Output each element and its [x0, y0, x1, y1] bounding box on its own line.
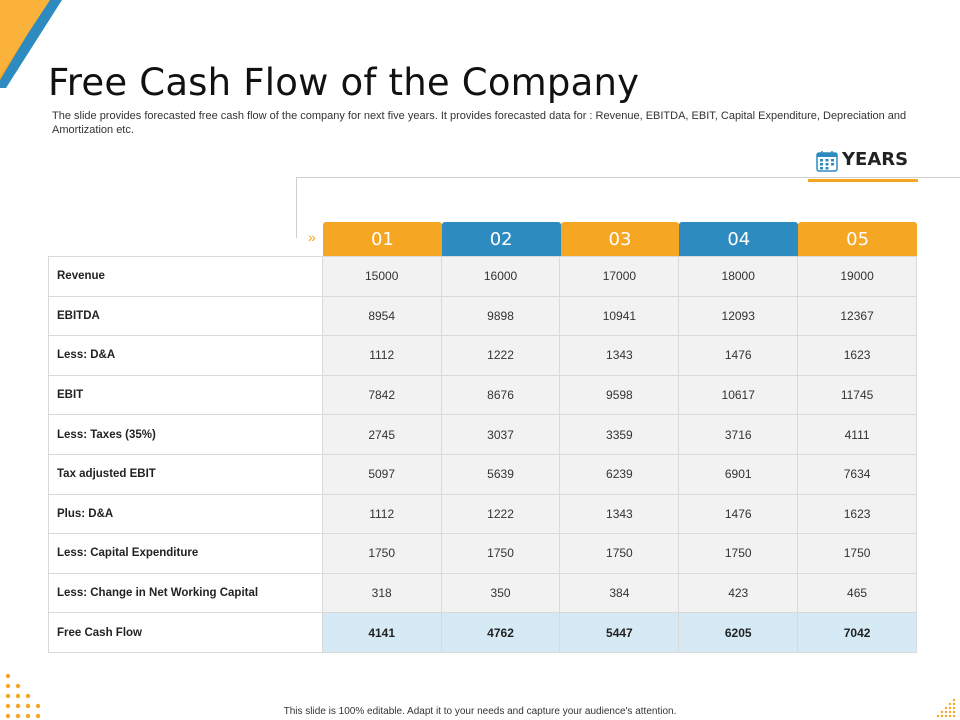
table-cell: 19000: [797, 256, 917, 297]
table-cell: 2745: [321, 414, 442, 455]
table-cell: 5639: [440, 453, 561, 495]
table-row-total: Free Cash Flow 4141 4762 5447 6205 7042: [48, 612, 917, 653]
table-cell: 17000: [559, 256, 680, 297]
table-cell: 1112: [321, 335, 442, 376]
table-cell: 423: [678, 572, 799, 614]
connector-line: [296, 177, 960, 238]
table-cell: 10617: [678, 374, 799, 416]
table-cell: 1476: [678, 493, 799, 535]
table-cell: 1750: [440, 533, 561, 574]
table-row: Less: D&A 1112 1222 1343 1476 1623: [48, 335, 917, 376]
table-row: Less: Capital Expenditure 1750 1750 1750…: [48, 533, 917, 574]
table-cell: 465: [797, 572, 917, 614]
year-header-02: 02: [441, 222, 561, 256]
dot-pattern-decoration: [5, 673, 41, 719]
table-cell: 6239: [559, 453, 680, 495]
table-cell: 1476: [678, 335, 799, 376]
table-cell: 1343: [559, 493, 680, 535]
table-cell: 350: [440, 572, 561, 614]
row-label: Less: D&A: [48, 335, 323, 376]
year-header-01: 01: [323, 222, 442, 256]
table-cell: 4762: [440, 612, 561, 653]
table-row: Tax adjusted EBIT 5097 5639 6239 6901 76…: [48, 453, 917, 495]
table-row: EBIT 7842 8676 9598 10617 11745: [48, 374, 917, 416]
dot-pattern-decoration: [936, 698, 956, 718]
table-cell: 3716: [678, 414, 799, 455]
table-row: Revenue 15000 16000 17000 18000 19000: [48, 256, 917, 297]
row-label: Tax adjusted EBIT: [48, 453, 323, 495]
page-subtitle: The slide provides forecasted free cash …: [52, 110, 907, 136]
corner-decoration: [0, 0, 62, 88]
table-cell: 10941: [559, 295, 680, 337]
table-cell: 3359: [559, 414, 680, 455]
table-cell: 1623: [797, 335, 917, 376]
table-row: Less: Taxes (35%) 2745 3037 3359 3716 41…: [48, 414, 917, 455]
free-cash-flow-table: Revenue 15000 16000 17000 18000 19000 EB…: [48, 256, 917, 653]
year-header-03: 03: [560, 222, 680, 256]
year-header-05: 05: [798, 222, 917, 256]
table-cell: 3037: [440, 414, 561, 455]
years-badge: YEARS: [808, 147, 918, 182]
table-cell: 7842: [321, 374, 442, 416]
table-cell: 6205: [678, 612, 799, 653]
row-label: Less: Change in Net Working Capital: [48, 572, 323, 614]
table-row: Less: Change in Net Working Capital 318 …: [48, 572, 917, 614]
year-header-04: 04: [679, 222, 799, 256]
table-cell: 7634: [797, 453, 917, 495]
table-cell: 12093: [678, 295, 799, 337]
table-cell: 1112: [321, 493, 442, 535]
page-title: Free Cash Flow of the Company: [48, 60, 640, 104]
row-label: Revenue: [48, 256, 323, 297]
row-label: Free Cash Flow: [48, 612, 323, 653]
year-header-row: 01 02 03 04 05: [323, 222, 917, 256]
table-cell: 4111: [797, 414, 917, 455]
table-cell: 1750: [797, 533, 917, 574]
footer-note: This slide is 100% editable. Adapt it to…: [283, 706, 677, 717]
table-cell: 384: [559, 572, 680, 614]
table-cell: 18000: [678, 256, 799, 297]
table-cell: 1750: [678, 533, 799, 574]
table-cell: 1222: [440, 493, 561, 535]
calendar-icon: [816, 151, 838, 172]
table-row: EBITDA 8954 9898 10941 12093 12367: [48, 295, 917, 337]
row-label: Less: Capital Expenditure: [48, 533, 323, 574]
double-chevron-right-icon: »: [308, 229, 316, 245]
table-cell: 1222: [440, 335, 561, 376]
table-cell: 5447: [559, 612, 680, 653]
table-cell: 11745: [797, 374, 917, 416]
table-cell: 1343: [559, 335, 680, 376]
row-label: Plus: D&A: [48, 493, 323, 535]
table-cell: 318: [321, 572, 442, 614]
table-cell: 8954: [321, 295, 442, 337]
row-label: EBITDA: [48, 295, 323, 337]
years-label: YEARS: [842, 149, 909, 170]
table-cell: 15000: [321, 256, 442, 297]
table-row: Plus: D&A 1112 1222 1343 1476 1623: [48, 493, 917, 535]
table-cell: 6901: [678, 453, 799, 495]
table-cell: 12367: [797, 295, 917, 337]
table-cell: 1623: [797, 493, 917, 535]
table-cell: 16000: [440, 256, 561, 297]
table-cell: 4141: [321, 612, 442, 653]
table-cell: 8676: [440, 374, 561, 416]
table-cell: 1750: [321, 533, 442, 574]
row-label: Less: Taxes (35%): [48, 414, 323, 455]
table-cell: 1750: [559, 533, 680, 574]
table-cell: 9598: [559, 374, 680, 416]
table-cell: 9898: [440, 295, 561, 337]
row-label: EBIT: [48, 374, 323, 416]
table-cell: 5097: [321, 453, 442, 495]
table-cell: 7042: [797, 612, 917, 653]
